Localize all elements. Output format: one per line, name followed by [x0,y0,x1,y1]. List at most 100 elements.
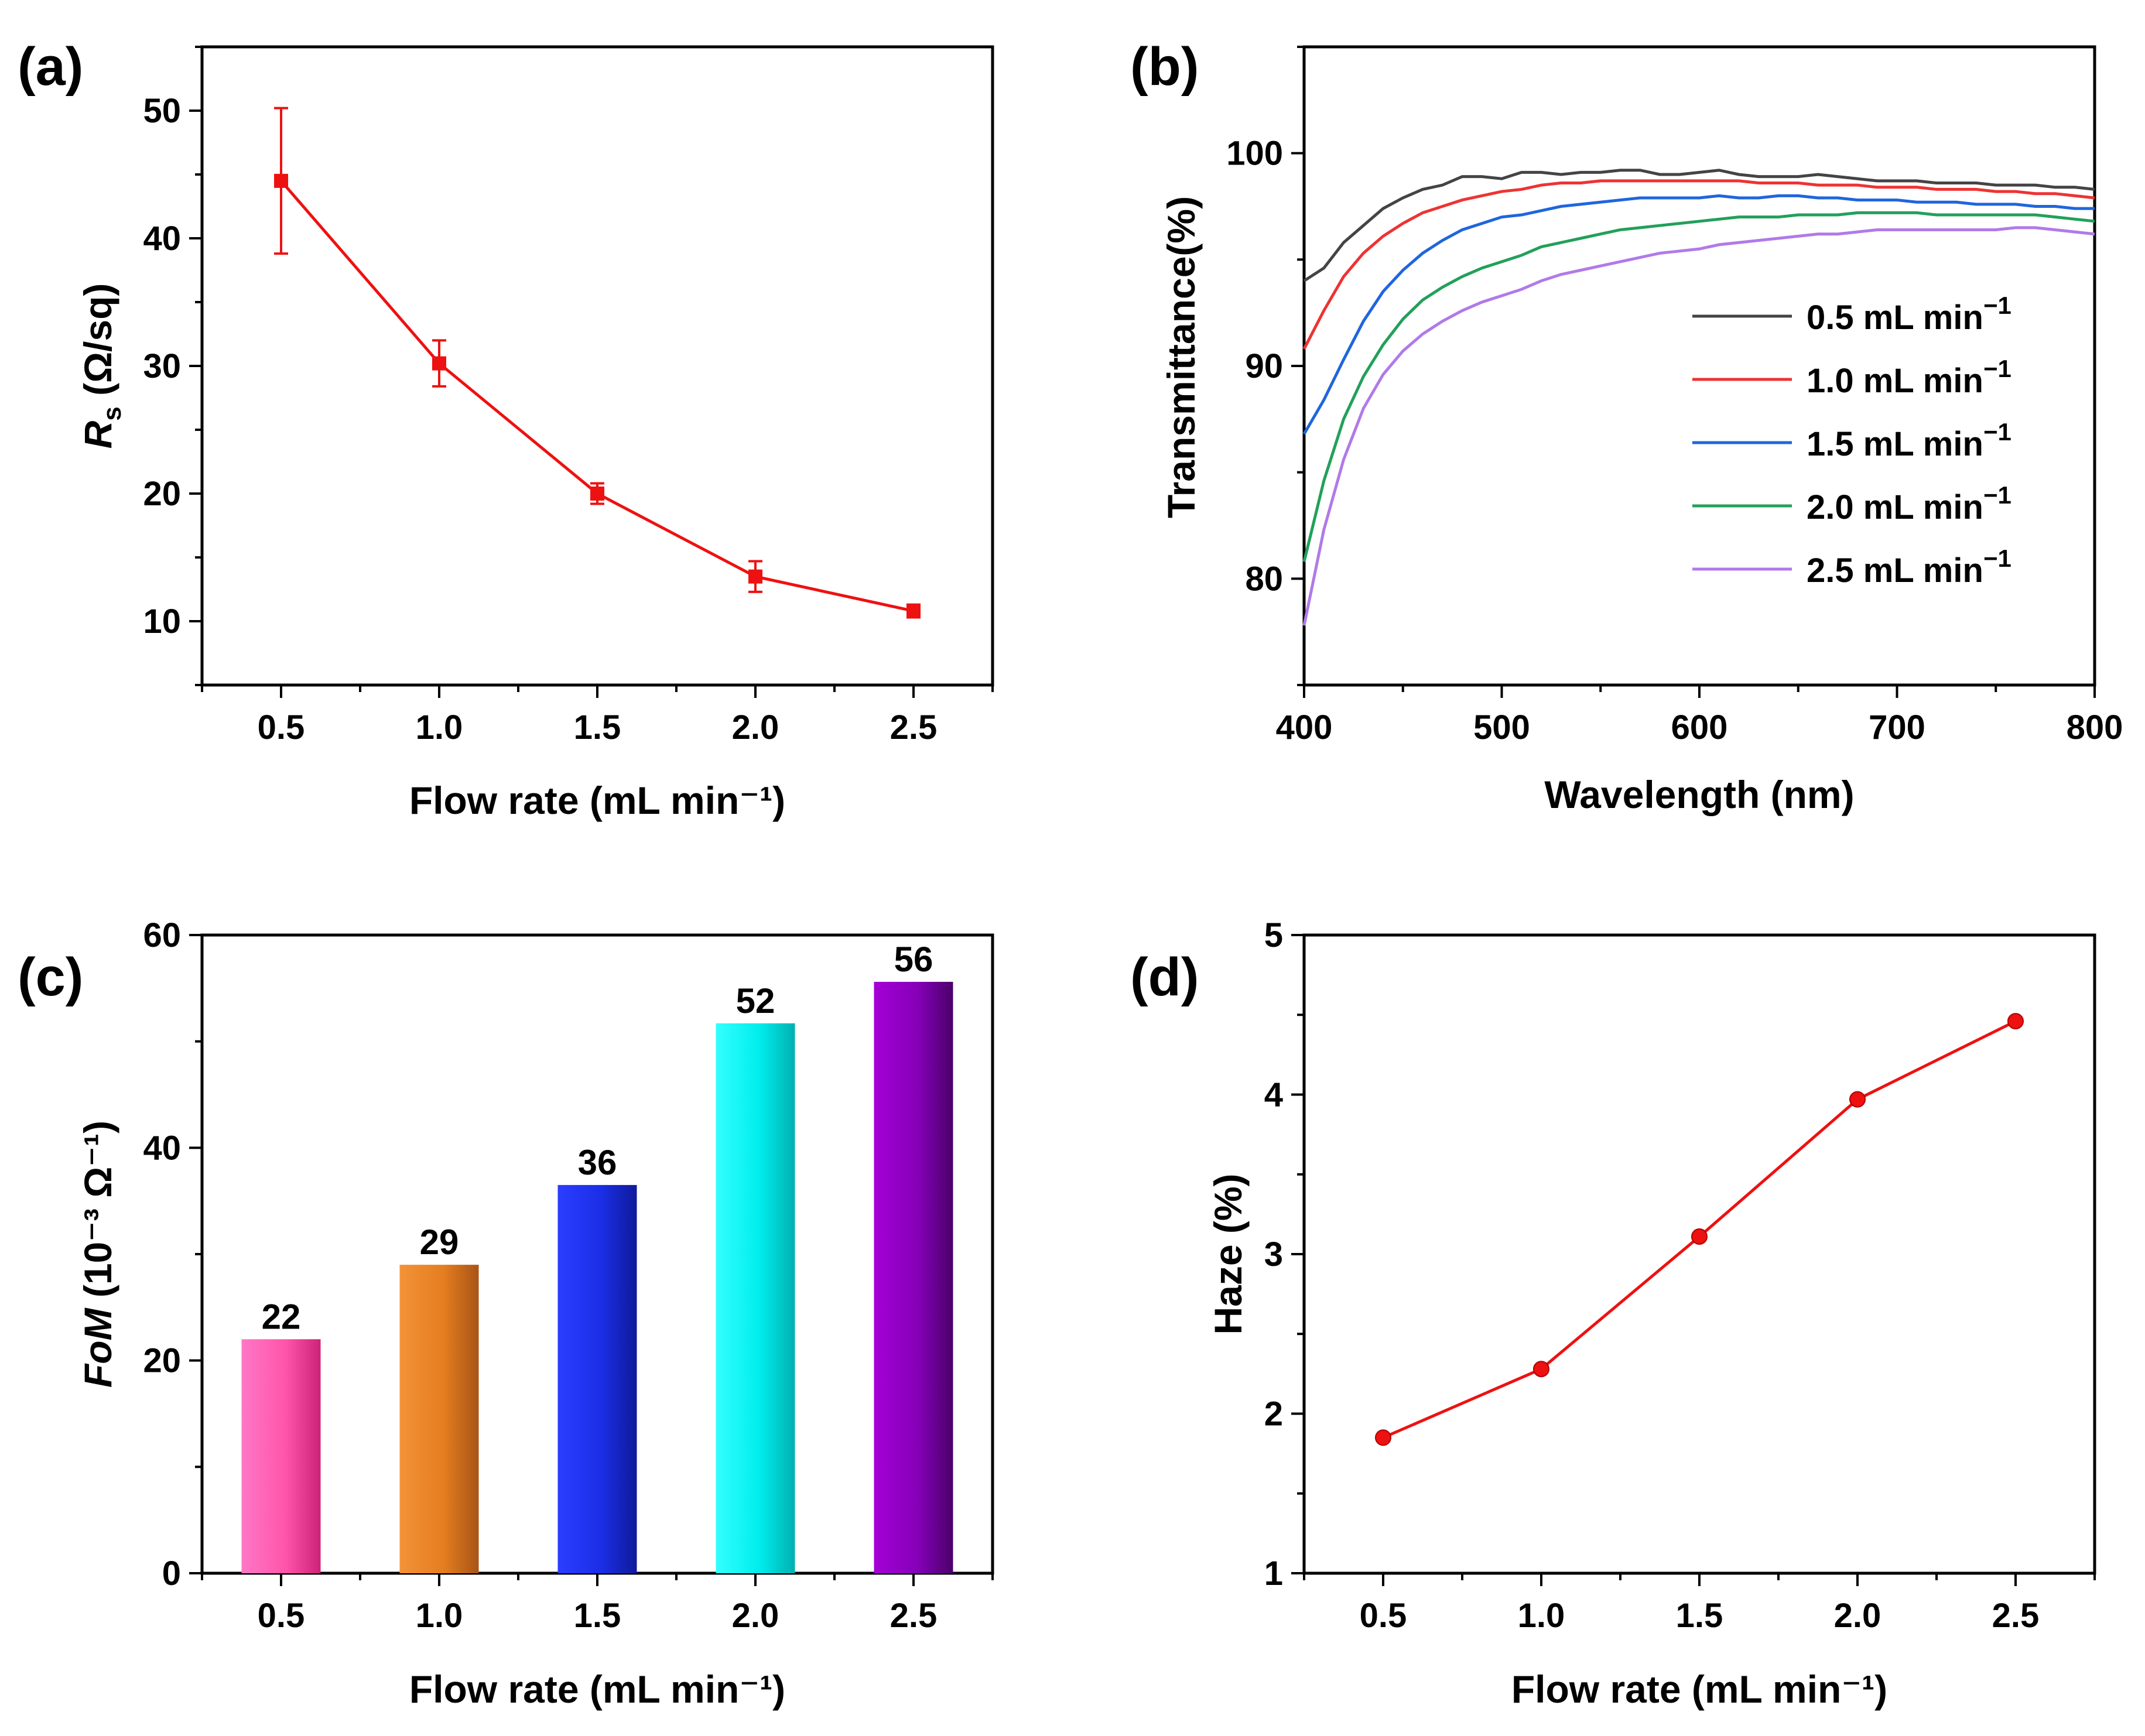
data-point [906,604,921,618]
x-tick-label-b: 500 [1473,708,1530,747]
data-point [590,487,604,501]
x-axis-title-c: Flow rate (mL min⁻¹) [409,1667,785,1711]
data-point [2007,1013,2024,1030]
x-axis-title-a-text: Flow rate (mL min⁻¹) [409,779,785,822]
legend-label-1: 0.5 mL min−1 [1807,292,2011,337]
y-tick-label-b: 80 [1245,560,1283,598]
legend-label-exp: −1 [1983,418,2011,446]
y-tick-label-c: 20 [143,1342,181,1380]
chart-a: 0.5 1.0 1.5 2.0 2.5 10 20 30 40 50 [143,46,994,747]
legend-label-3: 1.5 mL min−1 [1807,418,2011,463]
bar [399,1265,479,1573]
series-line-2 [1302,179,2095,350]
y-tick-label-d: 1 [1264,1554,1283,1593]
x-tick-label-d: 2.5 [1992,1597,2040,1635]
bar [557,1184,637,1573]
x-tick-label-c: 0.5 [258,1597,305,1635]
y-axis-title-c-main: FoM [76,1307,119,1388]
data-point [432,356,446,371]
panel-label-a: (a) [18,37,83,97]
data-point [1691,1228,1708,1245]
y-tick-label-a: 20 [143,475,181,513]
bar [241,1339,321,1573]
y-tick-label-b: 90 [1245,347,1283,385]
x-tick-label-d: 0.5 [1360,1597,1407,1635]
x-tick-label-a: 0.5 [258,708,305,747]
y-tick-label-a: 50 [143,92,181,130]
y-axis-title-a: Rs (Ω/sq) [76,283,126,449]
x-axis-title-a: Flow rate (mL min⁻¹) [409,779,785,822]
legend-label-exp: −1 [1983,292,2011,319]
x-tick-label-c: 1.5 [574,1597,621,1635]
x-tick-label-c: 2.5 [890,1597,938,1635]
x-tick-label-c: 2.0 [732,1597,779,1635]
x-tick-label-b: 800 [2067,708,2123,747]
legend-label-text: 2.5 mL min [1807,552,1983,590]
legend-label-text: 0.5 mL min [1807,299,1983,337]
legend-label-5: 2.5 mL min−1 [1807,545,2011,590]
data-point [1849,1091,1866,1108]
y-axis-title-a-rest: (Ω/sq) [76,283,119,407]
panel-label-b: (b) [1130,37,1199,97]
data-point [1375,1429,1391,1446]
x-tick-label-d: 1.0 [1518,1597,1565,1635]
y-tick-label-d: 3 [1264,1235,1283,1273]
y-tick-label-a: 30 [143,347,181,385]
series-line-5 [1302,226,2095,626]
x-tick-label-c: 1.0 [416,1597,463,1635]
y-tick-label-d: 2 [1264,1395,1283,1433]
bar [874,981,953,1573]
bar-value-label: 36 [578,1143,617,1182]
bar [716,1023,795,1573]
x-tick-label-b: 400 [1276,708,1333,747]
y-axis-title-a-main: R [76,420,119,448]
legend-label-text: 2.0 mL min [1807,488,1983,526]
data-point [274,173,288,188]
y-tick-label-c: 0 [162,1554,181,1593]
panel-label-c: (c) [18,947,83,1007]
legend-label-4: 2.0 mL min−1 [1807,481,2011,526]
bar-value-label: 22 [262,1297,301,1336]
x-axis-title-b: Wavelength (nm) [1544,773,1854,816]
data-point [748,569,762,584]
x-tick-label-d: 2.0 [1834,1597,1881,1635]
y-tick-label-d: 5 [1264,916,1283,954]
series-line-1 [1303,169,2095,282]
y-axis-title-c-rest: (10⁻³ Ω⁻¹) [76,1121,119,1309]
y-axis-title-b: Transmittance(%) [1159,196,1203,518]
legend-label-exp: −1 [1983,481,2011,509]
bar-value-label: 29 [420,1223,459,1262]
x-tick-label-a: 2.0 [732,708,779,747]
y-tick-label-a: 10 [143,602,181,641]
legend-label-text: 1.5 mL min [1807,425,1983,463]
panel-label-d: (d) [1130,947,1199,1007]
bar-value-label: 52 [736,981,775,1021]
chart-c: 0 20 40 60 22 0.5 29 1.0 36 1.5 52 2.0 56 2.5 [143,916,994,1635]
x-tick-label-a: 1.5 [574,708,621,747]
y-tick-label-c: 60 [143,916,181,954]
x-axis-title-d: Flow rate (mL min⁻¹) [1511,1667,1887,1711]
series-line-3 [1302,194,2095,435]
x-tick-label-a: 2.5 [890,708,938,747]
legend-label-exp: −1 [1983,545,2011,572]
plot-frame-a [200,45,994,687]
plot-frame-d [1302,933,2096,1575]
x-tick-label-b: 600 [1671,708,1728,747]
y-tick-label-b: 100 [1226,135,1283,173]
x-tick-label-b: 700 [1869,708,1925,747]
legend-label-text: 1.0 mL min [1807,362,1983,400]
legend-label-exp: −1 [1983,355,2011,382]
legend-label-2: 1.0 mL min−1 [1807,355,2011,400]
y-axis-title-a-sub: s [98,406,126,420]
y-tick-label-d: 4 [1264,1076,1283,1114]
y-axis-title-c: FoM (10⁻³ Ω⁻¹) [76,1121,119,1388]
bar-value-label: 56 [894,940,933,979]
chart-d: 0.5 1.0 1.5 2.0 2.5 1 2 3 4 5 [1264,916,2096,1635]
series-line-4 [1302,211,2095,562]
data-point [1533,1361,1549,1378]
x-tick-label-d: 1.5 [1676,1597,1723,1635]
series-line-a [280,180,914,613]
y-axis-title-d: Haze (%) [1206,1173,1250,1334]
